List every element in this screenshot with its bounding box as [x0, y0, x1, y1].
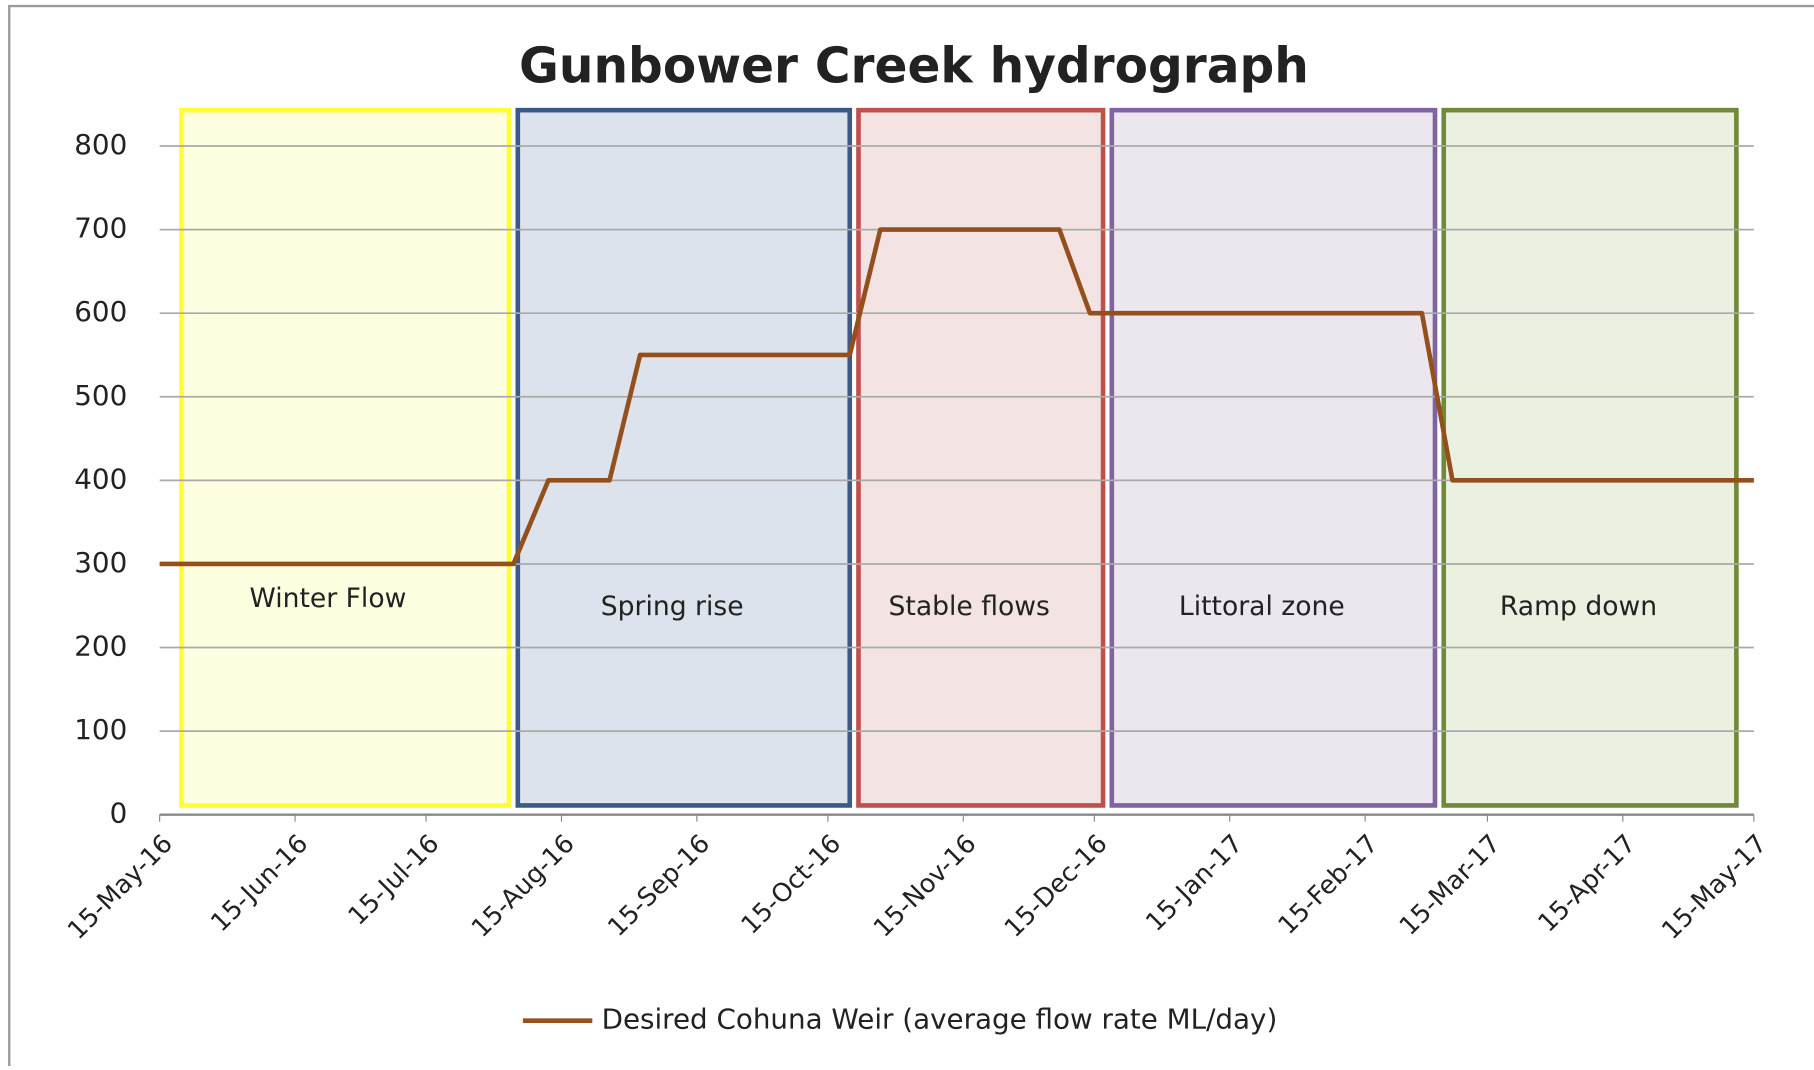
phase-label: Winter Flow: [250, 583, 407, 614]
y-tick-label: 500: [74, 379, 127, 412]
y-tick-label: 700: [74, 212, 127, 245]
phase-box: [515, 107, 853, 808]
phase-label: Spring rise: [601, 591, 744, 622]
y-tick-label: 300: [74, 546, 127, 579]
phase-box: [1109, 107, 1438, 808]
y-tick-label: 800: [74, 128, 127, 161]
phase-label: Ramp down: [1500, 591, 1657, 622]
y-tick-label: 100: [74, 713, 127, 746]
phase-label: Littoral zone: [1179, 591, 1345, 622]
legend-label: Desired Cohuna Weir (average flow rate M…: [602, 1003, 1278, 1036]
y-tick-label: 200: [74, 630, 127, 663]
phase-box: [856, 107, 1106, 808]
chart-title: Gunbower Creek hydrograph: [519, 39, 1309, 95]
y-tick-label: 0: [110, 797, 128, 830]
phase-box: [1441, 107, 1739, 808]
phase-box: [179, 107, 512, 808]
data-line: [159, 227, 1754, 567]
y-tick-label: 600: [74, 295, 127, 328]
y-tick-label: 400: [74, 462, 127, 495]
phase-label: Stable flows: [889, 591, 1050, 622]
